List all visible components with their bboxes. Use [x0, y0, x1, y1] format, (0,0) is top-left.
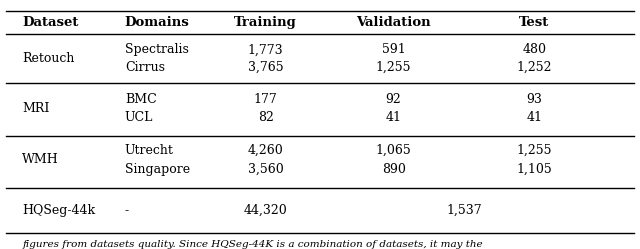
Text: 93: 93 [527, 93, 542, 106]
Text: 177: 177 [253, 93, 278, 106]
Text: WMH: WMH [22, 153, 59, 166]
Text: Cirrus: Cirrus [125, 61, 165, 74]
Text: MRI: MRI [22, 102, 50, 115]
Text: 591: 591 [381, 43, 406, 56]
Text: 890: 890 [381, 163, 406, 176]
Text: 1,537: 1,537 [446, 204, 482, 217]
Text: Retouch: Retouch [22, 52, 75, 65]
Text: 480: 480 [522, 43, 547, 56]
Text: Singapore: Singapore [125, 163, 190, 176]
Text: 82: 82 [258, 111, 273, 124]
Text: 4,260: 4,260 [248, 144, 284, 157]
Text: Dataset: Dataset [22, 16, 79, 29]
Text: HQSeg-44k: HQSeg-44k [22, 204, 95, 217]
Text: Spectralis: Spectralis [125, 43, 189, 56]
Text: 3,560: 3,560 [248, 163, 284, 176]
Text: Domains: Domains [125, 16, 189, 29]
Text: 1,773: 1,773 [248, 43, 284, 56]
Text: 3,765: 3,765 [248, 61, 284, 74]
Text: Test: Test [519, 16, 550, 29]
Text: 41: 41 [526, 111, 543, 124]
Text: Training: Training [234, 16, 297, 29]
Text: 41: 41 [385, 111, 402, 124]
Text: 1,255: 1,255 [516, 144, 552, 157]
Text: -: - [125, 204, 129, 217]
Text: UCL: UCL [125, 111, 153, 124]
Text: 92: 92 [386, 93, 401, 106]
Text: 1,255: 1,255 [376, 61, 412, 74]
Text: 44,320: 44,320 [244, 204, 287, 217]
Text: 1,252: 1,252 [516, 61, 552, 74]
Text: Validation: Validation [356, 16, 431, 29]
Text: BMC: BMC [125, 93, 157, 106]
Text: Utrecht: Utrecht [125, 144, 173, 157]
Text: figures from datasets quality. Since HQSeg-44K is a combination of datasets, it : figures from datasets quality. Since HQS… [22, 240, 483, 249]
Text: 1,105: 1,105 [516, 163, 552, 176]
Text: 1,065: 1,065 [376, 144, 412, 157]
